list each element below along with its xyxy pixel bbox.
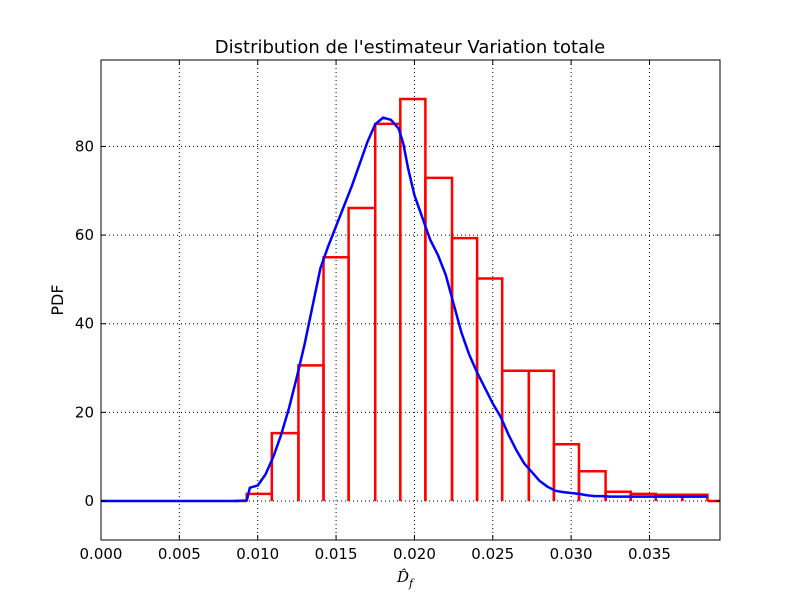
histogram-bar	[297, 364, 325, 501]
kde-line	[101, 116, 708, 503]
histogram-bar	[399, 97, 427, 501]
y-tick-label: 40	[75, 315, 94, 333]
histogram-series	[234, 97, 720, 503]
y-axis-label: PDF	[48, 284, 67, 315]
plot-frame	[100, 59, 721, 541]
x-tick-label: 0.000	[80, 545, 123, 563]
plot-area	[101, 97, 720, 503]
chart-title: Distribution de l'estimateur Variation t…	[215, 37, 605, 58]
y-tick-labels: 0 20 40 60 80	[75, 137, 94, 510]
x-tick-label: 0.030	[550, 545, 593, 563]
histogram-bar	[500, 369, 531, 501]
x-axis-label-sub: f	[408, 577, 415, 590]
histogram-bar	[270, 431, 300, 501]
y-tick-label: 60	[75, 226, 94, 244]
grid	[101, 60, 720, 540]
svg-text:D̂f: D̂f	[396, 568, 415, 590]
x-tick-label: 0.005	[158, 545, 201, 563]
x-tick-label: 0.025	[471, 545, 514, 563]
kde-series	[101, 116, 708, 503]
y-tick-label: 20	[75, 403, 94, 421]
histogram-bar	[527, 369, 556, 501]
axis-ticks	[100, 60, 720, 540]
x-axis-label-main: D̂	[396, 568, 409, 586]
histogram-bar	[373, 122, 402, 501]
histogram-bar	[577, 470, 607, 501]
x-tick-label: 0.015	[315, 545, 358, 563]
x-tick-label: 0.035	[628, 545, 671, 563]
y-tick-label: 0	[84, 492, 94, 510]
x-tick-label: 0.020	[393, 545, 436, 563]
histogram-bar	[475, 277, 504, 501]
x-tick-label: 0.010	[236, 545, 279, 563]
x-tick-labels: 0.000 0.005 0.010 0.015 0.020 0.025 0.030 0.035	[80, 545, 671, 563]
histogram-bar	[681, 493, 709, 501]
histogram-bar	[424, 176, 454, 501]
histogram-bar	[450, 236, 479, 501]
x-axis-label: D̂f	[396, 568, 415, 590]
y-tick-label: 80	[75, 137, 94, 155]
histogram-bar	[245, 492, 274, 501]
histogram-bar	[347, 206, 377, 501]
